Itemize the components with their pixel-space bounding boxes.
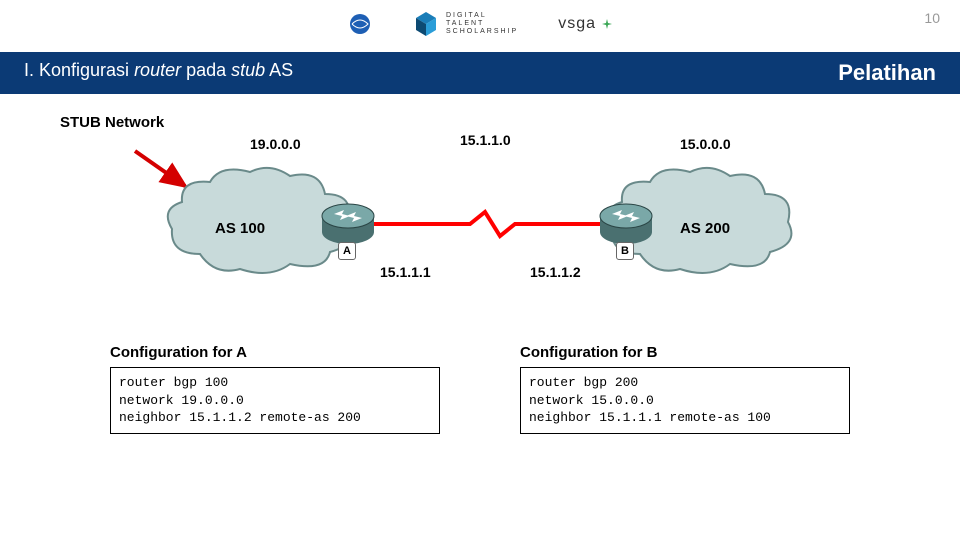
config-a-box: router bgp 100 network 19.0.0.0 neighbor… bbox=[110, 367, 440, 434]
config-a-title: Configuration for A bbox=[110, 344, 440, 361]
content: STUB Network AS 100 AS 200 19.0.0.0 15.1… bbox=[0, 94, 960, 454]
title-italic-2: stub bbox=[231, 60, 265, 80]
logo-dts: DIGITAL TALENT SCHOLARSHIP bbox=[412, 10, 518, 38]
header-logos: DIGITAL TALENT SCHOLARSHIP vsga bbox=[20, 10, 940, 38]
ip-bot-right: 15.1.1.2 bbox=[530, 264, 581, 280]
network-diagram: AS 100 AS 200 19.0.0.0 15.1.1.0 15.0.0.0 bbox=[40, 124, 920, 324]
vsga-text: vsga bbox=[558, 15, 596, 33]
title-bar: I. Konfigurasi router pada stub AS Pelat… bbox=[0, 52, 960, 94]
dts-text: DIGITAL TALENT SCHOLARSHIP bbox=[446, 12, 518, 35]
title-italic-1: router bbox=[134, 60, 181, 80]
config-b: Configuration for B router bgp 200 netwo… bbox=[520, 344, 850, 434]
title-mid: pada bbox=[181, 60, 231, 80]
title-section: I. Konfigurasi bbox=[24, 60, 134, 80]
header: DIGITAL TALENT SCHOLARSHIP vsga 10 bbox=[0, 0, 960, 48]
ip-bot-left: 15.1.1.1 bbox=[380, 264, 431, 280]
serial-link bbox=[360, 204, 620, 244]
as-right-label: AS 200 bbox=[680, 220, 730, 237]
ip-top-mid: 15.1.1.0 bbox=[460, 132, 511, 148]
title-left: I. Konfigurasi router pada stub AS bbox=[0, 52, 653, 94]
config-b-box: router bgp 200 network 15.0.0.0 neighbor… bbox=[520, 367, 850, 434]
router-b-label: B bbox=[616, 242, 634, 260]
page-number: 10 bbox=[924, 10, 940, 26]
title-end: AS bbox=[265, 60, 293, 80]
config-row: Configuration for A router bgp 100 netwo… bbox=[40, 344, 920, 434]
config-a: Configuration for A router bgp 100 netwo… bbox=[110, 344, 440, 434]
ip-top-left: 19.0.0.0 bbox=[250, 136, 301, 152]
title-right: Pelatihan bbox=[653, 52, 960, 94]
router-a bbox=[320, 202, 376, 242]
star-icon bbox=[602, 19, 612, 29]
logo-vsga: vsga bbox=[558, 15, 612, 33]
cube-icon bbox=[412, 10, 440, 38]
globe-icon bbox=[348, 12, 372, 36]
as-left-label: AS 100 bbox=[215, 220, 265, 237]
router-b bbox=[598, 202, 654, 242]
config-b-title: Configuration for B bbox=[520, 344, 850, 361]
ip-top-right: 15.0.0.0 bbox=[680, 136, 731, 152]
router-a-label: A bbox=[338, 242, 356, 260]
logo-kominfo bbox=[348, 12, 372, 36]
